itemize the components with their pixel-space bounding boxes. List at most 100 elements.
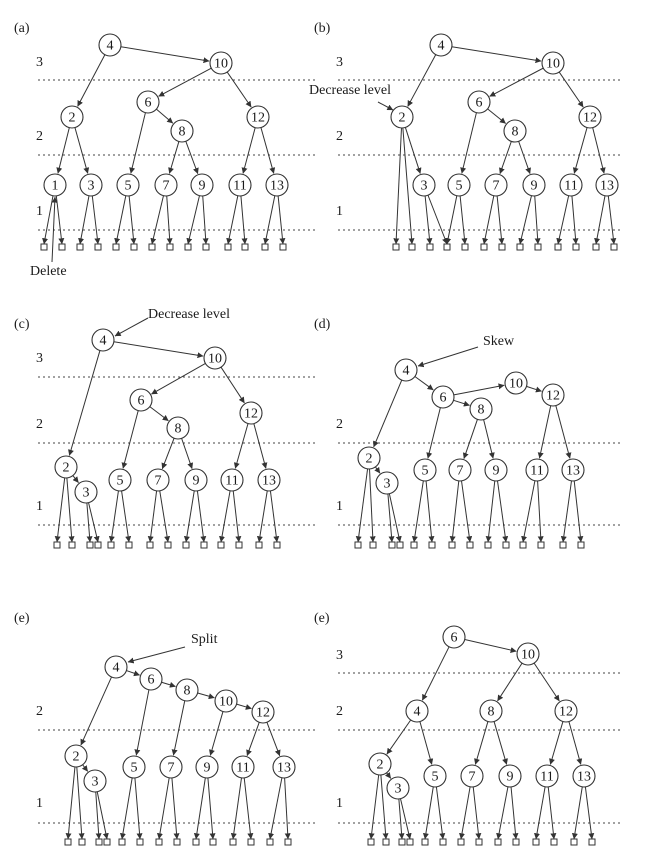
tree-node-8: 8 [166,416,190,440]
leaf-pointer-edge [156,777,170,840]
leaf-pointer-edge [277,195,286,245]
leaf-pointer-edge [369,468,376,543]
null-leaf [534,243,542,251]
leaf-pointer-edge [485,480,496,543]
tree-edge [453,383,505,396]
tree-node-2: 2 [368,752,392,776]
leaf-pointer-edge [150,195,164,245]
leaf-pointer-edge [496,195,505,245]
tree-node-10: 10 [214,689,238,713]
level-label: 2 [336,417,343,432]
node-circle [108,468,132,492]
leaf-pointer-edge [226,195,239,245]
panel-label: (d) [314,317,331,332]
tree-edge [72,475,79,483]
node-label: 5 [117,474,124,489]
level-label: 2 [36,129,43,144]
null-leaf [266,838,274,846]
node-circle [209,51,233,75]
tree-node-2: 2 [54,455,78,479]
node-circle [214,689,238,713]
tree-node-4: 4 [405,699,429,723]
leaf-pointer-edge [55,195,65,245]
tree-node-6: 6 [467,90,491,114]
tree-edge [426,407,441,459]
null-leaf [184,243,192,251]
tree-edge [464,638,517,653]
tree-edge [126,670,140,677]
null-leaf [457,838,465,846]
node-label: 9 [204,761,211,776]
null-leaf [421,838,429,846]
tree-edge [572,127,588,174]
leaf-pointer-edge [534,195,541,245]
tree-edge [260,127,276,174]
null-leaf [369,541,377,549]
node-circle [460,764,484,788]
node-label: 11 [225,474,238,489]
tree-edge [386,719,412,755]
node-circle [184,468,208,492]
leaf-pointer-edge [449,480,460,543]
leaf-pointer-edge [560,480,572,543]
node-circle [467,90,491,114]
node-circle [79,173,103,197]
node-label: 11 [236,761,249,776]
node-label: 7 [163,179,170,194]
leaf-pointer-edge [219,490,231,543]
tree-node-13: 13 [572,764,596,788]
leaf-pointer-edge [510,786,519,840]
null-leaf [398,838,406,846]
null-leaf [58,243,66,251]
node-circle [368,752,392,776]
tree-edge [233,423,249,469]
node-circle [251,700,275,724]
node-circle [405,699,429,723]
null-leaf [388,541,396,549]
leaf-pointer-edge [368,774,380,840]
null-leaf [118,838,126,846]
null-leaf [519,541,527,549]
node-circle [559,173,583,197]
node-label: 13 [577,770,591,785]
null-leaf [200,541,208,549]
node-label: 11 [540,770,553,785]
node-label: 1 [52,179,59,194]
null-leaf [202,243,210,251]
tree-node-5: 5 [122,755,146,779]
level-label: 1 [36,204,43,219]
null-leaf [235,541,243,549]
null-leaf [439,838,447,846]
null-leaf [392,243,400,251]
null-leaf [443,243,451,251]
null-leaf [461,243,469,251]
node-circle [146,468,170,492]
tree-edge [68,350,101,456]
node-circle [228,173,252,197]
tree-node-5: 5 [108,468,132,492]
node-circle [469,397,493,421]
node-circle [246,105,270,129]
node-circle [265,173,289,197]
tree-node-4: 4 [91,328,115,352]
null-leaf [588,838,596,846]
node-circle [195,755,219,779]
tree-edge [558,71,584,108]
leaf-pointer-edge [398,798,405,840]
null-leaf [354,541,362,549]
null-leaf [224,243,232,251]
null-leaf [406,838,414,846]
annotation-text: Delete [30,264,67,279]
tree-node-2: 2 [357,446,381,470]
node-label: 2 [366,452,373,467]
node-circle [136,90,160,114]
level-label: 3 [336,55,343,70]
null-leaf [550,838,558,846]
node-label: 7 [493,179,500,194]
node-label: 9 [199,179,206,194]
node-circle [166,416,190,440]
